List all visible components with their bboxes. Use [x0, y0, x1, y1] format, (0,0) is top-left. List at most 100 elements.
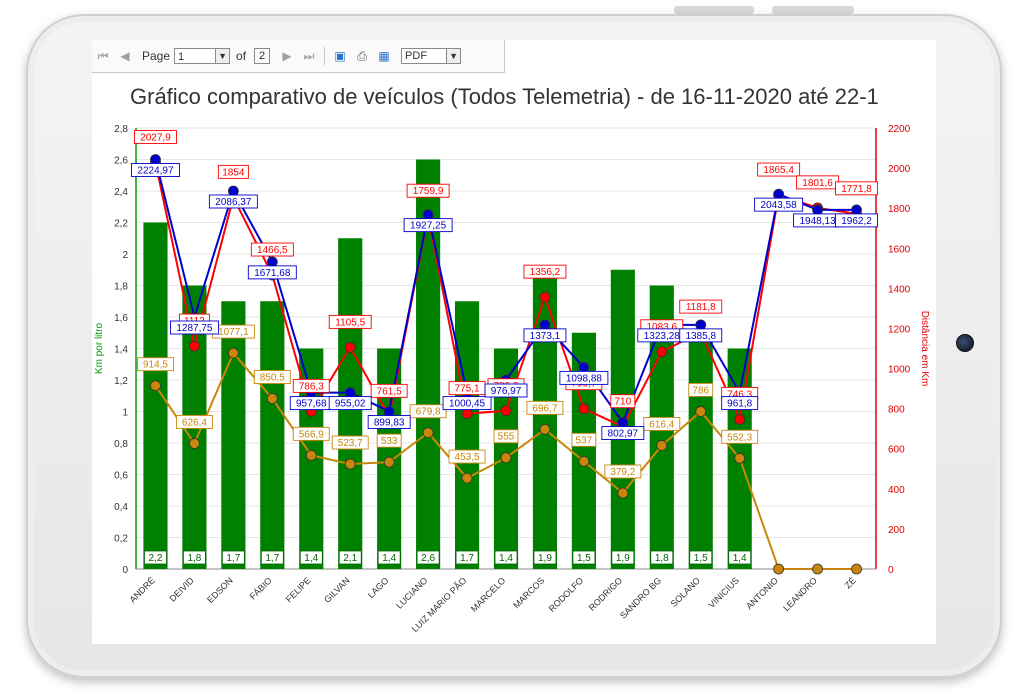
data-label-box [247, 265, 297, 280]
y2-tick-label: 200 [888, 525, 905, 536]
page-input[interactable]: 1 [174, 48, 217, 64]
bar-label-box [611, 550, 635, 565]
data-label: 1671,68 [254, 268, 291, 279]
bar-label: 2,6 [421, 553, 435, 564]
bar-label: 1,7 [265, 553, 279, 564]
data-label: 537 [576, 435, 593, 446]
y2-tick-label: 2000 [888, 164, 911, 175]
bar-label-box [183, 550, 206, 565]
series-point [150, 380, 161, 392]
x-tick-label: RODRIGO [587, 575, 624, 612]
y-tick-label: 2,2 [114, 219, 128, 230]
x-tick-label: LUCIANO [394, 575, 429, 610]
y-tick-label: 2 [122, 250, 128, 261]
data-label: 1000,45 [449, 399, 486, 410]
chevron-down-icon[interactable]: ▼ [216, 48, 231, 64]
series-point [383, 456, 395, 468]
y-tick-label: 0,8 [114, 439, 128, 450]
series-point [344, 458, 356, 470]
x-tick-label: SOLANO [669, 575, 703, 609]
x-tick-label: LAGO [366, 575, 391, 600]
data-label: 1098,88 [566, 373, 603, 384]
data-label: 1854 [222, 167, 245, 178]
last-page-icon[interactable]: ⏭ [303, 49, 315, 63]
data-label-box [328, 314, 372, 329]
first-page-icon[interactable]: ⏮ [97, 49, 109, 63]
y-tick-label: 0,2 [114, 534, 128, 545]
bar-label: 1,9 [538, 553, 552, 564]
data-label-box [403, 218, 453, 233]
data-label: 976,97 [491, 386, 522, 397]
series-point [150, 154, 161, 165]
data-label: 523,7 [338, 438, 363, 449]
data-label: 453,5 [455, 452, 480, 463]
data-label-box [679, 328, 723, 343]
export-format-select[interactable]: PDF [401, 48, 448, 64]
bar [221, 301, 246, 569]
x-tick-label: DEIVID [168, 575, 197, 604]
save-icon[interactable]: ▣ [334, 49, 346, 63]
data-label: 1801,6 [802, 178, 833, 189]
data-label: 961,8 [727, 399, 752, 410]
total-pages: 2 [254, 48, 271, 64]
data-label-box [523, 328, 567, 343]
data-label: 2027,9 [140, 132, 171, 143]
series-point [617, 487, 629, 499]
bar-label-box [338, 550, 362, 565]
series-point [227, 185, 239, 197]
bar-label-box [299, 550, 323, 565]
data-label: 710 [614, 397, 631, 408]
data-label-box [523, 264, 567, 279]
data-label-box [448, 449, 486, 464]
data-label-box [757, 162, 801, 177]
series-point [851, 204, 862, 216]
series-point [383, 406, 395, 417]
data-label: 786 [692, 385, 709, 396]
data-label-box [134, 130, 177, 144]
series-point [617, 417, 629, 428]
bar-label: 2,2 [149, 553, 163, 564]
tablet-power-button [772, 6, 854, 14]
y-tick-label: 1 [122, 408, 128, 419]
y2-axis-title: Distância em Km [919, 311, 930, 387]
bar-label-box [533, 550, 557, 565]
prev-page-icon[interactable]: ◀ [120, 49, 130, 63]
series-point [656, 346, 668, 358]
data-label: 1771,8 [841, 184, 872, 195]
data-label: 1287,75 [176, 323, 213, 334]
bar-label-box [144, 550, 167, 565]
series-point [851, 563, 862, 575]
data-label-box [679, 299, 723, 314]
bar-label: 1,8 [187, 553, 201, 564]
series-point [539, 319, 551, 331]
data-label-box [376, 433, 402, 448]
data-label: 786,3 [299, 381, 324, 392]
bar-label-box [572, 550, 596, 565]
data-label-box [526, 400, 564, 415]
tablet-volume-button [674, 6, 754, 14]
data-label: 2086,37 [215, 197, 252, 208]
data-label: 850,5 [260, 373, 285, 384]
data-label: 2224,97 [137, 166, 174, 177]
x-tick-label: EDSON [205, 575, 235, 605]
next-page-icon[interactable]: ▶ [282, 49, 292, 63]
data-label-box [604, 464, 642, 479]
data-label: 746,3 [727, 389, 752, 400]
y-tick-label: 1,2 [114, 376, 128, 387]
print-icon[interactable]: ⎙ [357, 49, 367, 63]
page-label: Page [142, 49, 171, 63]
y-tick-label: 1,6 [114, 313, 128, 324]
bar-label-box [260, 550, 284, 565]
chevron-down-icon[interactable]: ▼ [447, 48, 462, 64]
data-label-box [601, 426, 645, 440]
data-label: 1083,6 [646, 322, 677, 333]
data-label-box [253, 370, 291, 384]
data-label-box [406, 183, 450, 198]
data-label: 775,1 [455, 384, 480, 395]
data-label: 626,4 [182, 417, 207, 428]
series-point [656, 440, 668, 451]
series-point [189, 340, 200, 352]
y2-tick-label: 1000 [888, 365, 911, 376]
table-icon[interactable]: ▦ [378, 49, 390, 63]
bar-label: 1,7 [460, 553, 474, 564]
